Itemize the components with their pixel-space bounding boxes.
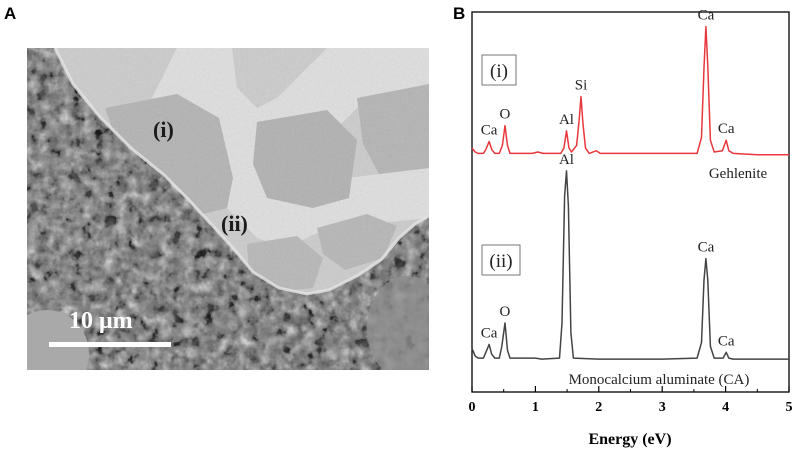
x-axis-label: Energy (eV)	[588, 431, 671, 448]
scale-bar-label: 10 μm	[69, 308, 133, 334]
peak-label: Ca	[718, 333, 735, 349]
spectrum-line-1	[471, 25, 789, 156]
matrix-particle	[27, 310, 89, 370]
x-tick-label: 4	[722, 400, 729, 415]
sem-micrograph: (i) (ii) 10 μm	[27, 48, 429, 370]
spectrum-line-2	[471, 170, 789, 360]
grain-edge	[53, 48, 429, 296]
x-axis: 0 1 2 3 4 5	[469, 386, 793, 415]
peak-label: Ca	[718, 121, 735, 137]
peak-label: O	[500, 304, 511, 320]
peak-label: Ca	[481, 325, 498, 341]
series-ii-tag-box	[481, 244, 521, 276]
series-ii-tag: (ii)	[489, 251, 512, 272]
peak-label: Al	[559, 152, 574, 168]
region-ii-label: (ii)	[221, 211, 248, 236]
panel-a-letter: A	[4, 4, 17, 23]
peak-label: O	[500, 107, 511, 123]
x-tick-label: 0	[469, 400, 476, 415]
panel-b-letter: B	[453, 4, 466, 23]
region-i-label: (i)	[153, 117, 174, 142]
x-tick-label: 1	[532, 400, 539, 415]
peak-label: Si	[575, 78, 588, 94]
matrix-particle	[367, 276, 429, 370]
peak-label: Ca	[698, 240, 715, 256]
peak-label: Al	[559, 112, 574, 128]
series-i-tag: (i)	[490, 61, 508, 82]
scale-bar	[49, 342, 171, 347]
series-i-tag-box	[481, 54, 517, 86]
peak-label: Ca	[481, 122, 498, 138]
peak-label: Ca	[698, 8, 715, 24]
x-tick-label: 3	[659, 400, 666, 415]
x-tick-label: 5	[786, 400, 793, 415]
series-i-name: Gehlenite	[709, 166, 768, 182]
series-ii-name: Monocalcium aluminate (CA)	[569, 372, 750, 388]
crystal-grain	[55, 48, 429, 294]
x-tick-label: 2	[595, 400, 602, 415]
plot-frame	[471, 11, 790, 393]
